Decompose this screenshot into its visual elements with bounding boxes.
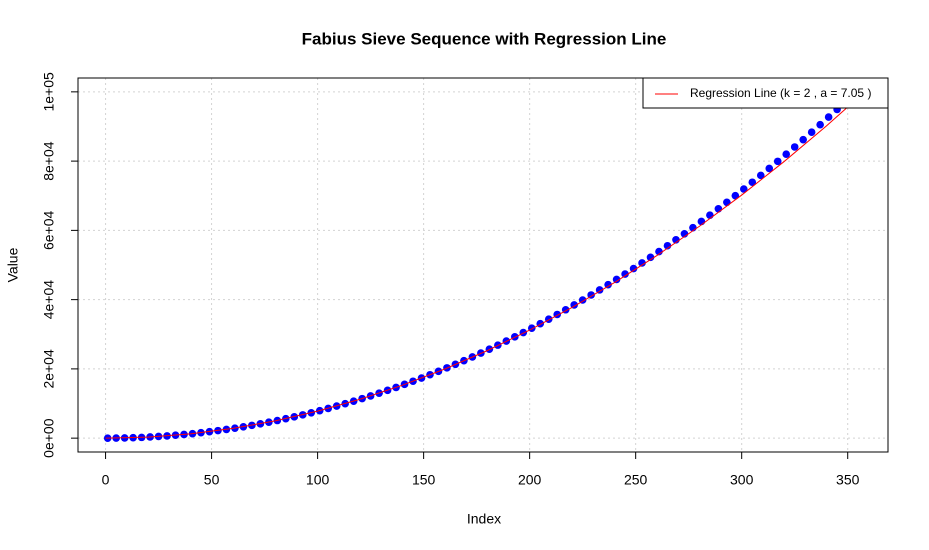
x-tick-label: 150: [412, 472, 436, 488]
regression-line: [105, 87, 870, 439]
x-tick-label: 200: [518, 472, 542, 488]
data-point: [629, 264, 638, 273]
y-tick-label: 2e+04: [41, 349, 57, 389]
data-point: [807, 128, 816, 137]
data-point: [740, 185, 748, 193]
x-axis-label: Index: [467, 511, 501, 527]
data-point: [816, 120, 824, 129]
y-tick-label: 8e+04: [41, 141, 57, 181]
legend: Regression Line (k = 2 , a = 7.05 ): [642, 77, 889, 109]
data-point: [655, 247, 663, 256]
data-point: [714, 204, 723, 213]
data-point: [723, 198, 731, 207]
data-point: [731, 191, 740, 200]
data-point: [646, 253, 655, 262]
chart-title: Fabius Sieve Sequence with Regression Li…: [302, 29, 667, 48]
x-tick-label: 50: [204, 472, 220, 488]
data-point: [706, 211, 714, 219]
data-point: [604, 280, 612, 289]
x-tick-label: 300: [730, 472, 754, 488]
y-axis-label: Value: [5, 247, 21, 282]
legend-label: Regression Line (k = 2 , a = 7.05 ): [690, 86, 871, 100]
x-tick-label: 0: [102, 472, 110, 488]
y-tick-label: 1e+05: [41, 72, 57, 112]
data-point: [790, 143, 799, 151]
y-tick-label: 6e+04: [41, 211, 57, 251]
data-point: [748, 178, 757, 187]
data-point: [638, 259, 646, 267]
legend-box: [642, 77, 889, 109]
data-point: [621, 270, 629, 278]
x-tick-label: 350: [836, 472, 860, 488]
y-tick-label: 4e+04: [41, 280, 57, 320]
grid: [78, 78, 888, 452]
data-point: [519, 328, 528, 337]
data-point: [782, 150, 791, 159]
data-point: [663, 241, 672, 250]
x-tick-label: 100: [306, 472, 330, 488]
x-tick-label: 250: [624, 472, 648, 488]
data-point: [765, 164, 774, 173]
data-point: [612, 275, 621, 284]
data-point: [824, 113, 833, 121]
plot-area: [103, 87, 870, 442]
data-point: [799, 135, 807, 144]
plot-frame: [77, 77, 889, 453]
data-point: [697, 217, 706, 226]
y-tick-label: 0e+00: [41, 418, 57, 458]
data-point: [595, 286, 604, 294]
data-point: [773, 157, 782, 166]
data-point: [756, 171, 765, 180]
